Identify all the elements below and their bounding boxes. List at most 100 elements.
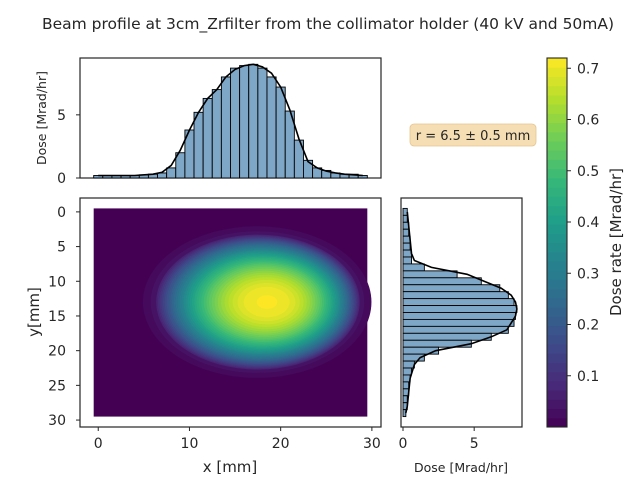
colorbar-segment: [547, 67, 567, 77]
right-bar: [402, 367, 412, 376]
right-x-tick-label: 0: [399, 436, 408, 452]
heatmap-xlabel: x [mm]: [203, 458, 258, 476]
colorbar-segment: [547, 58, 567, 68]
right-bar: [402, 332, 492, 341]
colorbar-frame: [546, 57, 568, 428]
colorbar-segment: [547, 85, 567, 96]
colorbar-segment: [547, 270, 567, 280]
top-bar: [211, 89, 222, 179]
right-bar: [402, 284, 501, 293]
right-bar: [402, 291, 509, 300]
colorbar-segment: [547, 380, 567, 391]
top-histogram-ylabel: Dose [Mrad/hr]: [34, 71, 49, 165]
right-bar: [402, 207, 408, 216]
x-tick-label: 0: [94, 436, 103, 452]
right-histogram-curve: [405, 211, 518, 414]
colorbar-tick-label: 0.1: [577, 369, 599, 385]
heatmap-yticks: 0 5 10 15 20 25 30: [48, 205, 80, 429]
y-tick-label: 20: [48, 344, 66, 360]
annotation-text: r = 6.5 ± 0.5 mm: [416, 129, 530, 144]
colorbar-segment: [547, 288, 567, 299]
top-bar: [230, 67, 241, 179]
contour-level: [256, 295, 278, 309]
x-tick-label: 10: [181, 436, 199, 452]
colorbar-tick-label: 0.4: [577, 215, 599, 231]
colorbar-segment: [547, 113, 567, 124]
top-y-tick-label: 5: [57, 108, 66, 124]
colorbar-segment: [547, 334, 567, 345]
heatmap: 0 10 20 30 0 5 10 15 20 25 30 x [mm] y[mm]: [25, 197, 382, 476]
y-tick-label: 15: [48, 309, 66, 325]
colorbar-segment: [547, 343, 567, 354]
colorbar-segment: [547, 159, 567, 170]
top-histogram-yticks: 05: [57, 108, 80, 187]
colorbar-segments: [547, 58, 567, 428]
x-tick-label: 30: [363, 436, 381, 452]
right-bar: [402, 263, 425, 272]
colorbar-segment: [547, 371, 567, 382]
colorbar-segment: [547, 196, 567, 207]
radius-annotation: r = 6.5 ± 0.5 mm: [409, 123, 537, 147]
y-tick-label: 25: [48, 378, 66, 394]
colorbar-segment: [547, 353, 567, 363]
right-bar: [402, 360, 415, 369]
right-bar: [402, 277, 482, 286]
colorbar-segment: [547, 205, 567, 216]
right-bar: [402, 242, 411, 251]
colorbar-segment: [547, 316, 567, 327]
right-bar: [402, 381, 410, 390]
top-bar: [248, 63, 259, 179]
right-bar: [402, 256, 412, 265]
right-bar: [402, 298, 515, 307]
right-bar: [402, 318, 515, 327]
right-bar: [402, 214, 408, 223]
colorbar-segment: [547, 242, 567, 253]
right-bar: [402, 395, 408, 404]
colorbar-segment: [547, 104, 567, 114]
colorbar-segment: [547, 390, 567, 400]
right-bar: [402, 249, 412, 258]
colorbar-segment: [547, 362, 567, 373]
colorbar-tick-label: 0.7: [577, 61, 599, 77]
colorbar-segment: [547, 399, 567, 410]
top-bar: [257, 67, 268, 179]
y-tick-label: 10: [48, 274, 66, 290]
right-bar: [402, 270, 458, 279]
top-histogram: 05 Dose [Mrad/hr]: [34, 57, 382, 187]
chart-title: Beam profile at 3cm_Zrfilter from the co…: [42, 15, 614, 34]
colorbar-segment: [547, 150, 567, 160]
colorbar-segment: [547, 187, 567, 197]
top-bar: [166, 167, 177, 179]
right-bar: [402, 235, 411, 244]
colorbar-tick-label: 0.5: [577, 164, 599, 180]
colorbar-segment: [547, 76, 567, 87]
colorbar-segment: [547, 417, 567, 428]
right-bar: [402, 312, 516, 320]
y-tick-label: 5: [57, 240, 66, 256]
top-bar: [202, 97, 213, 179]
right-x-tick-label: 5: [470, 436, 479, 452]
top-histogram-curve: [98, 63, 363, 177]
colorbar-segment: [547, 279, 567, 290]
right-bar: [402, 305, 518, 313]
right-bar: [402, 325, 509, 334]
colorbar-segment: [547, 131, 567, 142]
colorbar-segment: [547, 260, 567, 271]
y-tick-label: 30: [48, 413, 66, 429]
colorbar-segment: [547, 408, 567, 419]
colorbar-ticks: 0.1 0.2 0.3 0.4 0.5 0.6 0.7: [567, 61, 599, 385]
right-bar: [402, 228, 410, 237]
colorbar-segment: [547, 122, 567, 133]
heatmap-contours: [93, 208, 372, 417]
colorbar-tick-label: 0.2: [577, 318, 599, 334]
top-bar: [220, 76, 231, 179]
right-histogram-xlabel: Dose [Mrad/hr]: [414, 460, 508, 475]
heatmap-xticks: 0 10 20 30: [94, 427, 381, 452]
colorbar-segment: [547, 325, 567, 336]
colorbar-segment: [547, 233, 567, 243]
colorbar-segment: [547, 251, 567, 262]
colorbar-segment: [547, 168, 567, 179]
